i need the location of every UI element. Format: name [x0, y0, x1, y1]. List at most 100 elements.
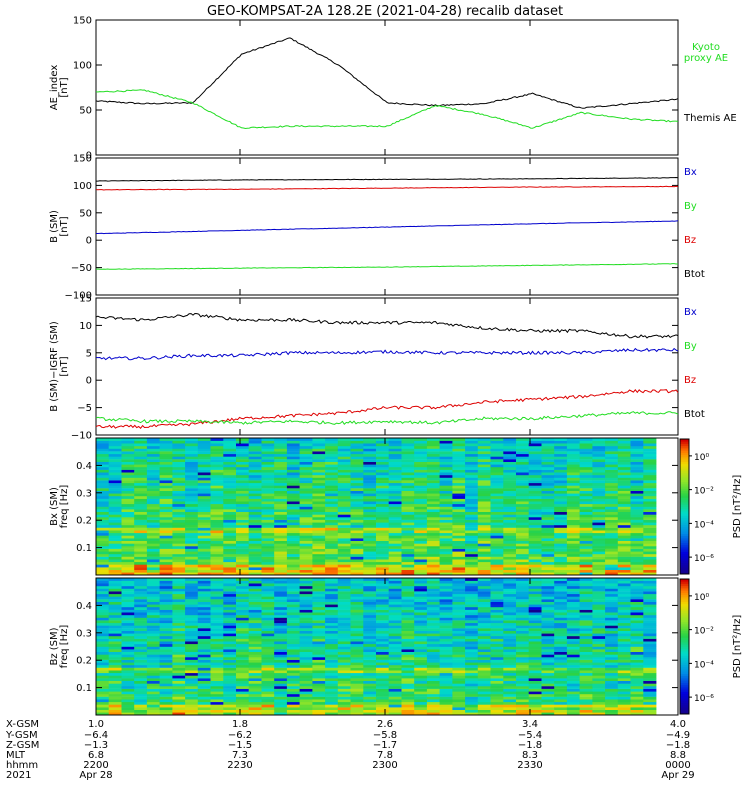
specx-colorbar-cell	[680, 569, 689, 573]
specz-cell	[566, 699, 580, 703]
specz-cell	[401, 709, 415, 713]
specz-cell	[566, 701, 580, 705]
specz-cell	[274, 636, 288, 639]
specz-cell	[210, 641, 224, 645]
specx-cell	[337, 532, 351, 536]
specz-cell	[579, 649, 593, 652]
specx-cell	[465, 559, 479, 563]
db-ytick-label: −5	[77, 403, 92, 414]
specz-cell	[630, 683, 644, 687]
specx-cell	[325, 519, 339, 523]
specx-cell	[439, 511, 453, 515]
specz-cell	[337, 688, 351, 692]
specz-cell	[592, 585, 606, 589]
specx-cell	[236, 548, 250, 552]
specx-cell	[299, 519, 313, 523]
specx-cell	[465, 543, 479, 547]
specz-cell	[325, 580, 339, 584]
specx-cell	[388, 485, 402, 489]
specz-cell	[210, 657, 224, 660]
specx-cell	[452, 445, 466, 449]
specz-cell	[146, 709, 160, 713]
specz-cell	[159, 636, 173, 639]
specx-cell	[312, 501, 326, 505]
specz-cell	[274, 709, 288, 713]
specz-cell	[439, 593, 453, 597]
specx-cell	[401, 559, 415, 563]
specx-cell	[248, 456, 262, 460]
specx-cell	[108, 546, 122, 549]
specx-cell	[121, 498, 135, 502]
specx-cell	[286, 503, 300, 507]
specz-cell	[566, 696, 580, 700]
specx-cell	[146, 440, 160, 444]
specx-cell	[299, 522, 313, 526]
specz-cell	[363, 628, 377, 631]
specz-cell	[630, 591, 644, 595]
specz-cell	[439, 701, 453, 705]
specx-cell	[554, 498, 568, 502]
specz-cell	[528, 625, 542, 629]
db-legend-btot: Btot	[684, 409, 705, 420]
specz-cell	[134, 625, 148, 629]
specz-cell	[528, 659, 542, 663]
specz-cell	[96, 696, 110, 700]
specx-cell	[541, 532, 555, 536]
specz-cell	[401, 628, 415, 631]
specz-cell	[566, 662, 580, 666]
specx-cell	[452, 538, 466, 541]
specx-cell	[325, 490, 339, 494]
specx-cell	[401, 496, 415, 499]
specx-cell	[108, 551, 122, 555]
specx-cell	[286, 572, 300, 576]
specz-cell	[236, 646, 250, 650]
specx-cell	[465, 474, 479, 478]
specx-cell	[503, 440, 517, 444]
specz-cell	[96, 593, 110, 597]
specx-cell	[159, 438, 173, 441]
specz-cell	[388, 617, 402, 621]
specx-cell	[286, 501, 300, 505]
specx-cell	[248, 501, 262, 505]
specz-cell	[465, 707, 479, 710]
specz-cell	[388, 588, 402, 592]
specz-cell	[579, 657, 593, 660]
specz-cell	[617, 641, 631, 645]
specz-cell	[210, 617, 224, 621]
ae-series-kyoto-proxy-ae	[95, 89, 679, 130]
specx-cell	[146, 453, 160, 457]
specx-cell	[617, 485, 631, 489]
specx-cell	[261, 556, 275, 560]
specz-cell	[566, 672, 580, 676]
specx-cell	[592, 443, 606, 447]
specz-cell	[528, 649, 542, 652]
specz-cell	[223, 701, 237, 705]
specz-cell	[261, 654, 275, 658]
specz-cell	[337, 654, 351, 658]
specx-cell	[605, 451, 619, 455]
specx-cell	[617, 538, 631, 541]
specx-cell	[426, 572, 440, 576]
specz-cell	[566, 630, 580, 634]
specz-cell	[579, 601, 593, 605]
specz-cell	[286, 662, 300, 666]
specz-cell	[286, 678, 300, 681]
specx-cell	[541, 522, 555, 526]
specx-cell	[210, 514, 224, 518]
specx-cell	[108, 572, 122, 576]
specx-cell	[299, 480, 313, 484]
specz-cell	[108, 633, 122, 637]
specx-cell	[490, 506, 504, 510]
specx-cell	[337, 553, 351, 557]
specz-cell	[516, 596, 530, 600]
specx-cell	[197, 511, 211, 515]
specz-cell	[490, 675, 504, 679]
specx-cell	[554, 488, 568, 491]
specx-cell	[363, 532, 377, 536]
specx-cell	[528, 506, 542, 510]
specx-cell	[96, 503, 110, 507]
specz-cell	[465, 712, 479, 716]
specz-cell	[554, 607, 568, 610]
specx-cell	[159, 522, 173, 526]
specx-cell	[617, 438, 631, 441]
